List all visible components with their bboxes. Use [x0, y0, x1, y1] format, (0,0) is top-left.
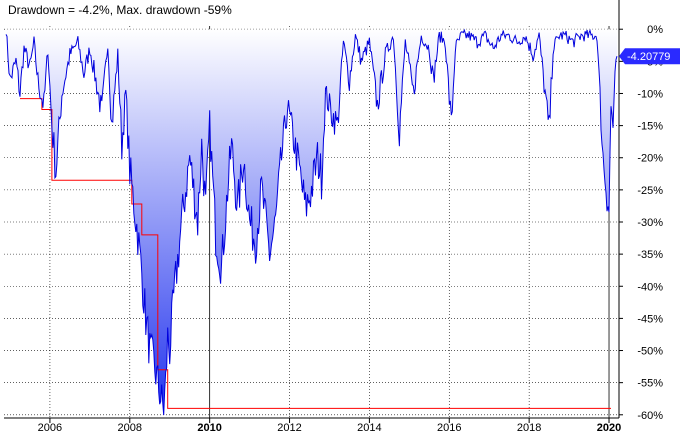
drawdown-line — [5, 28, 618, 416]
x-tick-label: 2018 — [517, 422, 541, 434]
y-tick-label: -10% — [637, 88, 663, 100]
y-tick-label: -50% — [637, 346, 663, 358]
y-tick-label: 0% — [647, 24, 663, 36]
drawdown-series-line — [5, 28, 618, 416]
y-tick-label: -40% — [637, 281, 663, 293]
drawdown-area — [6, 29, 617, 416]
y-axis-ticks: 0%-5%-10%-15%-20%-25%-30%-35%-40%-45%-50… — [619, 24, 663, 422]
current-value-flag: -4.20779 — [619, 48, 680, 65]
x-tick-label: 2008 — [118, 422, 142, 434]
x-tick-label: 2006 — [38, 422, 62, 434]
chart-title: Drawdown = -4.2%, Max. drawdown -59% — [8, 3, 232, 17]
x-tick-label: 2016 — [437, 422, 461, 434]
y-tick-label: -60% — [637, 410, 663, 422]
x-tick-label: 2020 — [597, 422, 621, 434]
x-tick-label: 2012 — [277, 422, 301, 434]
y-tick-label: -55% — [637, 378, 663, 390]
x-tick-label: 2014 — [357, 422, 381, 434]
grid — [4, 26, 619, 418]
drawdown-fill — [6, 29, 617, 416]
y-tick-label: -20% — [637, 153, 663, 165]
x-tick-label: 2010 — [197, 422, 221, 434]
y-tick-label: -45% — [637, 313, 663, 325]
y-tick-label: -15% — [637, 121, 663, 133]
x-axis-ticks: 2006 2008 2010 2012 2014 2016 2018 2020 — [38, 418, 621, 434]
y-tick-label: -35% — [637, 249, 663, 261]
y-tick-label: -25% — [637, 185, 663, 197]
y-tick-label: -30% — [637, 217, 663, 229]
current-value-label: -4.20779 — [627, 51, 670, 63]
flag-background — [619, 48, 680, 65]
